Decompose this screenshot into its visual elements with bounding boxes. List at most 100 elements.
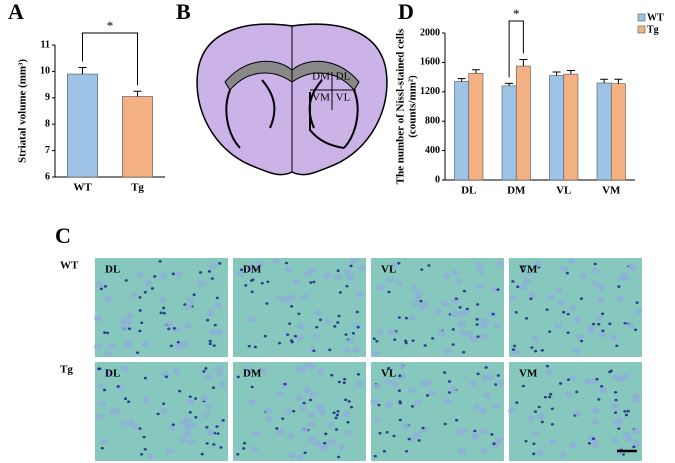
cell — [591, 437, 596, 441]
cell — [215, 425, 219, 428]
cell — [249, 279, 254, 282]
cell — [615, 344, 619, 348]
cell — [550, 423, 554, 426]
cell — [428, 389, 437, 397]
cell — [302, 386, 311, 393]
cell — [554, 287, 563, 294]
cell — [476, 335, 480, 338]
cell — [387, 366, 391, 370]
cell — [141, 396, 150, 403]
cell — [389, 262, 398, 270]
cell — [317, 408, 326, 416]
cell — [521, 384, 525, 388]
cell — [167, 424, 176, 432]
cell — [212, 344, 216, 347]
cell — [184, 304, 193, 311]
cell — [562, 310, 566, 314]
cell — [442, 272, 451, 280]
cell — [526, 415, 535, 422]
cell — [490, 433, 494, 436]
cell — [276, 295, 285, 303]
cell — [530, 346, 534, 349]
cell — [344, 333, 348, 336]
cell — [104, 370, 113, 378]
cell — [200, 394, 209, 402]
y-tick-label: 10 — [40, 66, 50, 77]
cell — [451, 328, 455, 331]
cell — [537, 405, 541, 409]
cell — [295, 334, 304, 341]
cell — [568, 374, 577, 382]
cell — [591, 280, 600, 287]
y-tick-label: 11 — [41, 39, 50, 50]
cell — [344, 398, 348, 402]
cell — [140, 452, 144, 456]
cell — [296, 322, 305, 330]
bar — [468, 73, 484, 181]
cell — [579, 272, 588, 279]
cell — [590, 418, 599, 426]
cell — [103, 295, 112, 303]
cell — [596, 296, 605, 304]
cell — [441, 300, 450, 307]
cell — [216, 432, 220, 435]
cell — [372, 337, 376, 341]
bar — [454, 81, 470, 181]
cell — [184, 424, 193, 431]
cell — [548, 395, 552, 399]
bar — [596, 82, 612, 181]
cell — [533, 260, 542, 268]
y-tick-label: 1200 — [420, 86, 440, 97]
cell — [398, 418, 402, 422]
cell — [344, 429, 353, 437]
cell — [609, 334, 618, 341]
cell — [549, 438, 558, 446]
cell — [323, 272, 332, 279]
panel-label: A — [8, 0, 24, 24]
cell — [146, 453, 155, 460]
cell — [150, 287, 155, 290]
error-bar — [505, 82, 514, 86]
cell — [413, 431, 422, 439]
cell — [376, 284, 385, 291]
cell — [187, 399, 196, 406]
cell — [158, 259, 162, 263]
cell — [624, 413, 629, 417]
cell — [485, 374, 494, 381]
significance-label: * — [107, 18, 114, 33]
cell — [138, 309, 142, 312]
cell — [591, 441, 600, 449]
y-tick-label: 400 — [425, 145, 440, 156]
region-label: DM — [312, 71, 330, 83]
cell — [193, 397, 198, 400]
cell — [393, 338, 397, 341]
cell — [496, 374, 500, 377]
cell — [242, 447, 246, 450]
cell — [471, 433, 480, 440]
cell — [377, 403, 381, 407]
cell — [600, 384, 604, 388]
cell — [183, 416, 192, 424]
cell — [332, 411, 336, 415]
cell — [574, 409, 583, 417]
cell — [632, 445, 636, 449]
cell — [205, 374, 214, 381]
cell — [219, 446, 223, 449]
cell — [525, 268, 534, 276]
cell — [383, 378, 392, 386]
cell — [475, 318, 479, 321]
cell — [431, 337, 435, 340]
cell — [419, 299, 423, 303]
cell — [204, 402, 213, 410]
cell — [358, 264, 367, 272]
cell — [311, 333, 320, 340]
cell — [286, 333, 290, 336]
cell — [240, 268, 244, 271]
cell — [99, 438, 108, 445]
cell — [457, 447, 466, 455]
cell — [328, 348, 332, 352]
cell — [493, 322, 502, 329]
cell — [334, 416, 338, 420]
y-tick-label: 2000 — [420, 27, 440, 38]
cell — [194, 415, 198, 419]
